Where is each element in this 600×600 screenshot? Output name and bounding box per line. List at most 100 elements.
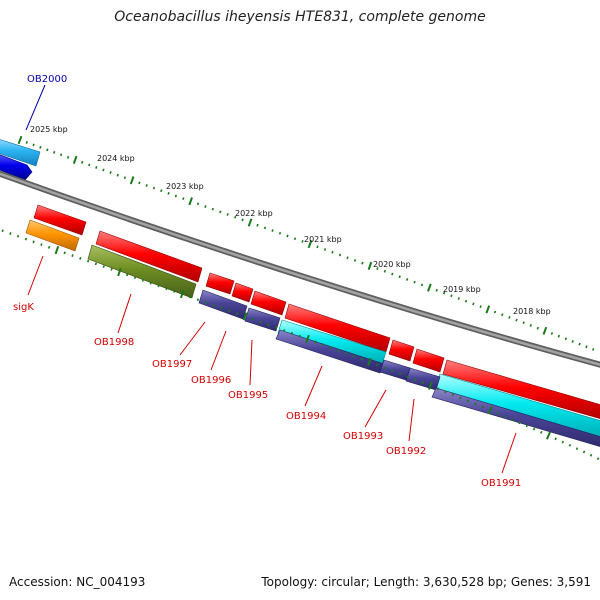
inner-major-tick <box>242 312 248 321</box>
gene-red-f[interactable] <box>412 348 445 373</box>
ruler-label-2020: 2020 kbp <box>373 260 411 269</box>
gene-ob1997[interactable] <box>198 289 248 320</box>
outer-minor-tick <box>479 305 482 308</box>
gene-ob1998[interactable] <box>87 244 197 299</box>
label-ob1995: OB1995 <box>228 390 268 401</box>
gene-ob1994[interactable] <box>275 329 385 374</box>
outer-minor-tick <box>211 207 214 211</box>
label-ob1998: OB1998 <box>94 337 134 348</box>
inner-minor-tick <box>63 251 66 255</box>
inner-minor-tick <box>1 229 4 233</box>
inner-minor-tick <box>596 457 600 461</box>
inner-minor-tick <box>391 369 394 373</box>
gene-blue-arrow[interactable] <box>0 153 33 181</box>
outer-minor-tick <box>219 210 222 214</box>
inner-minor-tick <box>236 312 239 315</box>
inner-minor-tick <box>71 254 74 257</box>
outer-minor-tick <box>508 316 511 319</box>
outer-minor-tick <box>145 184 148 187</box>
inner-minor-tick <box>406 375 409 379</box>
label-ob1994: OB1994 <box>286 411 326 422</box>
inner-minor-tick <box>220 306 223 310</box>
ruler-label-2022: 2022 kbp <box>235 209 273 218</box>
gene-ob1996-1995[interactable] <box>244 307 281 332</box>
inner-minor-tick <box>352 354 356 358</box>
outer-minor-tick <box>376 267 379 270</box>
label-ob1997: OB1997 <box>152 359 192 370</box>
outer-minor-tick <box>256 223 259 227</box>
inner-minor-tick <box>275 326 278 330</box>
label-ob2000: OB2000 <box>27 74 67 85</box>
gene-red-g[interactable] <box>442 359 600 420</box>
outer-minor-tick <box>293 237 297 241</box>
inner-minor-tick <box>9 232 12 235</box>
label-ob1992: OB1992 <box>386 446 426 457</box>
outer-minor-tick <box>286 234 289 238</box>
label-ob1991: OB1991 <box>481 478 521 489</box>
inner-minor-tick <box>414 378 417 382</box>
inner-minor-tick <box>126 273 129 277</box>
outer-minor-tick <box>571 340 574 343</box>
gene-ob2000[interactable] <box>0 138 41 167</box>
outer-major-tick <box>17 135 23 145</box>
inner-minor-tick <box>589 453 593 457</box>
outer-minor-tick <box>522 321 525 325</box>
gene-ob1998-red[interactable] <box>95 230 203 283</box>
inner-minor-tick <box>86 259 90 263</box>
accession-text: Accession: NC_004193 <box>9 575 146 589</box>
inner-minor-tick <box>32 240 35 244</box>
outer-minor-tick <box>450 294 453 298</box>
map-title: Oceanobacillus iheyensis HTE831, complet… <box>114 9 486 25</box>
outer-minor-tick <box>123 176 127 180</box>
inner-minor-tick <box>40 243 43 246</box>
outer-minor-tick <box>234 215 237 219</box>
gene-ob1992[interactable] <box>405 367 441 391</box>
inner-minor-tick <box>212 303 215 307</box>
ruler-label-2021: 2021 kbp <box>304 235 342 244</box>
inner-minor-tick <box>421 381 425 385</box>
inner-minor-tick <box>554 437 557 441</box>
outer-minor-tick <box>95 166 98 169</box>
inner-minor-tick <box>298 334 301 338</box>
outer-minor-tick <box>25 141 28 144</box>
gene-red-a[interactable] <box>205 272 235 295</box>
inner-minor-tick <box>94 262 98 266</box>
outer-minor-tick <box>167 191 170 195</box>
inner-minor-tick <box>290 331 294 335</box>
outer-minor-tick <box>182 197 185 200</box>
outer-minor-tick <box>557 334 561 338</box>
outer-major-tick <box>367 261 373 270</box>
inner-minor-tick <box>110 267 113 271</box>
inner-minor-tick <box>503 415 507 418</box>
inner-minor-tick <box>360 357 363 361</box>
inner-minor-tick <box>383 366 386 370</box>
gene-sigk[interactable] <box>25 219 80 252</box>
inner-minor-tick <box>568 443 572 447</box>
gene-sigk-part[interactable] <box>33 204 87 236</box>
inner-major-tick <box>179 290 185 299</box>
ruler-label-2018: 2018 kbp <box>513 307 551 316</box>
outer-major-tick <box>188 197 193 206</box>
outer-minor-tick <box>138 181 141 185</box>
outer-minor-tick <box>226 213 229 216</box>
outer-minor-tick <box>413 280 416 284</box>
outer-minor-tick <box>353 259 357 262</box>
gene-red-e[interactable] <box>388 339 415 362</box>
inner-major-tick <box>305 334 310 344</box>
genome-summary-text: Topology: circular; Length: 3,630,528 bp… <box>261 575 591 589</box>
inner-minor-tick <box>337 349 340 352</box>
inner-minor-tick <box>444 390 447 394</box>
outer-minor-tick <box>160 189 163 193</box>
gene-ob1991[interactable] <box>431 387 600 448</box>
outer-minor-tick <box>578 342 581 346</box>
inner-minor-tick <box>532 427 536 431</box>
inner-major-tick <box>367 357 372 367</box>
gene-red-c[interactable] <box>250 290 287 316</box>
inner-minor-tick <box>582 450 586 454</box>
inner-minor-tick <box>321 343 325 347</box>
gene-ob1993[interactable] <box>379 359 411 381</box>
inner-tick-ruler <box>1 229 600 461</box>
inner-major-tick <box>545 431 552 440</box>
outer-minor-tick <box>174 194 178 198</box>
gene-red-b[interactable] <box>231 282 254 303</box>
